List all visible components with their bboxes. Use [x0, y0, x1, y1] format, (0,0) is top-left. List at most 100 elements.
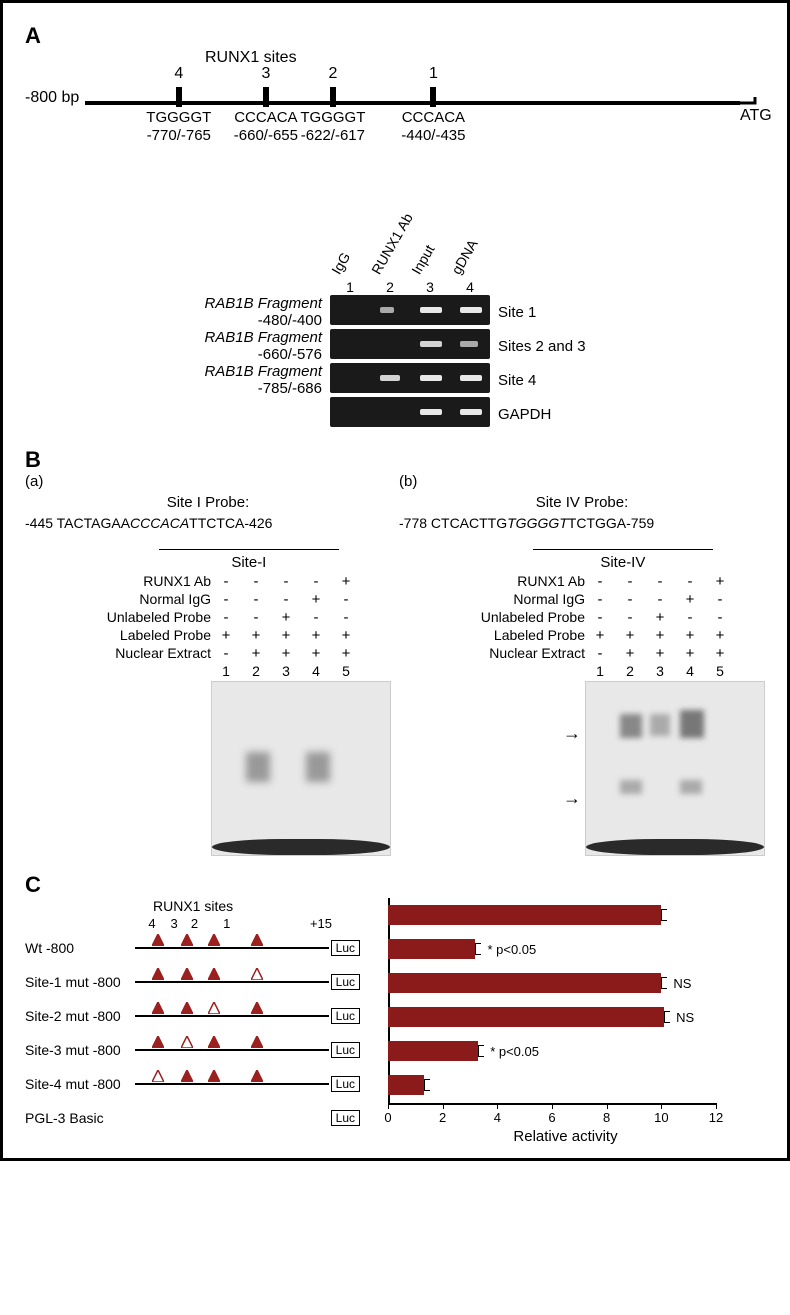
site-num: 1: [429, 65, 438, 83]
bar-annotation: * p<0.05: [487, 942, 536, 957]
site-num-label: 1: [223, 916, 230, 931]
triangle-icon: [152, 1002, 164, 1014]
b-lane-num: 4: [675, 663, 705, 679]
gel-strip: [330, 329, 490, 359]
b-row-labels: RUNX1 AbNormal IgGUnlabeled ProbeLabeled…: [107, 573, 211, 856]
x-axis-label: Relative activity: [513, 1128, 617, 1145]
matrix-cell: +: [645, 627, 675, 645]
triangle-icon: [251, 968, 263, 980]
gel-row-labels: RAB1B Fragment-480/-400RAB1B Fragment-66…: [204, 295, 322, 431]
bar: [388, 1007, 664, 1027]
site-marker: [330, 87, 336, 107]
site-num-label: 3: [170, 916, 177, 931]
error-bar: [478, 1045, 484, 1057]
panel-a-schematic: RUNX1 sites -800 bp 4 TGGGGT -770/-765 3…: [25, 49, 765, 164]
b-lane-num: 2: [241, 663, 271, 679]
triangle-icon: [208, 1070, 220, 1082]
panel-c-label: C: [25, 872, 765, 898]
b-row-label: Labeled Probe: [481, 627, 585, 645]
construct-row: Site-2 mut -800 Luc: [25, 1002, 360, 1030]
matrix-cell: +: [615, 645, 645, 663]
panel-a-label: A: [25, 23, 765, 49]
probe-title: Site IV Probe:: [399, 494, 765, 511]
bar-annotation: NS: [676, 1010, 694, 1025]
atg-label: ATG: [740, 107, 772, 125]
site-header: Site-I: [107, 537, 391, 571]
error-bar: [661, 977, 667, 989]
construct-name: PGL-3 Basic: [25, 1110, 135, 1126]
site-annotation: Site 4: [498, 363, 586, 397]
lane-header: IgG: [328, 249, 353, 277]
matrix-cell: +: [271, 609, 301, 627]
b-lane-num: 5: [705, 663, 735, 679]
gel-band: [460, 341, 478, 347]
gel-band: [460, 409, 482, 415]
emsa-gel: [211, 681, 391, 856]
arrow-icon: →: [563, 788, 581, 809]
x-tick: [716, 1103, 717, 1109]
triangle-icon: [152, 1070, 164, 1082]
matrix-row: -++++: [211, 645, 391, 663]
bar-row: * p<0.05: [388, 1040, 539, 1062]
b-lane-nums: 12345: [585, 663, 765, 679]
matrix-cell: -: [615, 591, 645, 609]
x-tick-label: 0: [384, 1110, 391, 1125]
matrix-cell: -: [615, 609, 645, 627]
triangle-icon: [208, 968, 220, 980]
fragment-label: [204, 397, 322, 431]
triangle-icon: [181, 1002, 193, 1014]
panel-b-half: (a) Site I Probe: -445 TACTAGAACCCACATTC…: [25, 473, 391, 856]
fragment-label: RAB1B Fragment-480/-400: [204, 295, 322, 329]
luc-box: Luc: [331, 940, 360, 956]
lane-num: 1: [330, 279, 370, 295]
matrix-cell: +: [675, 591, 705, 609]
triangle-icon: [251, 1002, 263, 1014]
triangle-icon: [152, 934, 164, 946]
construct-name: Site-1 mut -800: [25, 974, 135, 990]
matrix-cell: +: [705, 645, 735, 663]
matrix-cell: +: [301, 645, 331, 663]
error-bar: [475, 943, 481, 955]
matrix-cell: -: [331, 609, 361, 627]
gel-band: [380, 307, 394, 313]
gel-lane-nums: 1234: [330, 279, 490, 295]
matrix-cell: -: [585, 645, 615, 663]
lane-num: 2: [370, 279, 410, 295]
bar: [388, 905, 661, 925]
triangle-icon: [251, 1070, 263, 1082]
matrix-cell: +: [331, 645, 361, 663]
matrix-cell: -: [615, 573, 645, 591]
bar: [388, 1075, 424, 1095]
gel-band: [420, 375, 442, 381]
site-annotation: Site 1: [498, 295, 586, 329]
construct-row: Site-3 mut -800 Luc: [25, 1036, 360, 1064]
triangle-icon: [208, 1036, 220, 1048]
matrix-cell: -: [705, 591, 735, 609]
matrix-row: --+--: [211, 609, 391, 627]
probe-seq: -445 TACTAGAACCCACATTCTCA-426: [25, 515, 391, 531]
b-row-labels: RUNX1 AbNormal IgGUnlabeled ProbeLabeled…: [481, 573, 585, 856]
construct-name: Site-2 mut -800: [25, 1008, 135, 1024]
matrix-cell: -: [645, 573, 675, 591]
matrix-cell: -: [675, 573, 705, 591]
matrix-cell: +: [301, 627, 331, 645]
matrix-cell: +: [271, 627, 301, 645]
matrix-cell: +: [585, 627, 615, 645]
site-pos: -660/-655: [234, 127, 298, 144]
b-row-label: Nuclear Extract: [481, 645, 585, 663]
b-row-label: Labeled Probe: [107, 627, 211, 645]
b-row-label: RUNX1 Ab: [107, 573, 211, 591]
b-row-label: Normal IgG: [481, 591, 585, 609]
gel-site-labels: Site 1Sites 2 and 3Site 4GAPDH: [498, 295, 586, 431]
matrix-row: ---+-: [585, 591, 765, 609]
matrix-row: --+--: [585, 609, 765, 627]
b-row-label: Unlabeled Probe: [107, 609, 211, 627]
matrix-cell: -: [585, 591, 615, 609]
site-num-label: 2: [191, 916, 198, 931]
emsa-gel: [585, 681, 765, 856]
gel-strip: [330, 397, 490, 427]
panel-a-gels: RAB1B Fragment-480/-400RAB1B Fragment-66…: [25, 182, 765, 431]
triangle-icon: [251, 1036, 263, 1048]
error-bar: [424, 1079, 430, 1091]
gel-strip: [330, 295, 490, 325]
